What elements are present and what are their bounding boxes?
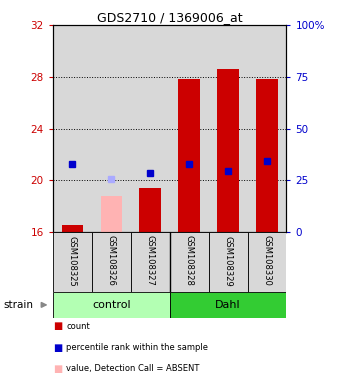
Bar — [92, 232, 131, 292]
Text: GSM108328: GSM108328 — [184, 235, 194, 286]
Bar — [248, 232, 286, 292]
Bar — [217, 69, 239, 232]
Bar — [248, 25, 286, 232]
Bar — [169, 232, 209, 292]
Bar — [131, 25, 170, 232]
Bar — [209, 25, 248, 232]
Bar — [178, 79, 200, 232]
Text: GSM108327: GSM108327 — [146, 235, 155, 286]
Bar — [170, 25, 209, 232]
Bar — [139, 188, 161, 232]
Text: ■: ■ — [53, 364, 62, 374]
Text: percentile rank within the sample: percentile rank within the sample — [66, 343, 208, 352]
Text: ■: ■ — [53, 343, 62, 353]
Text: GSM108326: GSM108326 — [107, 235, 116, 286]
Bar — [53, 232, 92, 292]
Title: GDS2710 / 1369006_at: GDS2710 / 1369006_at — [97, 11, 242, 24]
Bar — [53, 292, 169, 318]
Bar — [256, 79, 278, 232]
Bar — [62, 225, 83, 232]
Bar — [101, 196, 122, 232]
Text: control: control — [92, 300, 131, 310]
Text: Dahl: Dahl — [215, 300, 241, 310]
Text: GSM108325: GSM108325 — [68, 235, 77, 286]
Bar — [92, 25, 131, 232]
Text: value, Detection Call = ABSENT: value, Detection Call = ABSENT — [66, 364, 200, 373]
Bar — [131, 232, 169, 292]
Bar — [209, 232, 248, 292]
Bar — [53, 25, 92, 232]
Text: GSM108329: GSM108329 — [224, 235, 233, 286]
Text: GSM108330: GSM108330 — [263, 235, 271, 286]
Bar — [169, 292, 286, 318]
Text: ■: ■ — [53, 321, 62, 331]
Text: strain: strain — [3, 300, 33, 310]
Text: count: count — [66, 322, 90, 331]
